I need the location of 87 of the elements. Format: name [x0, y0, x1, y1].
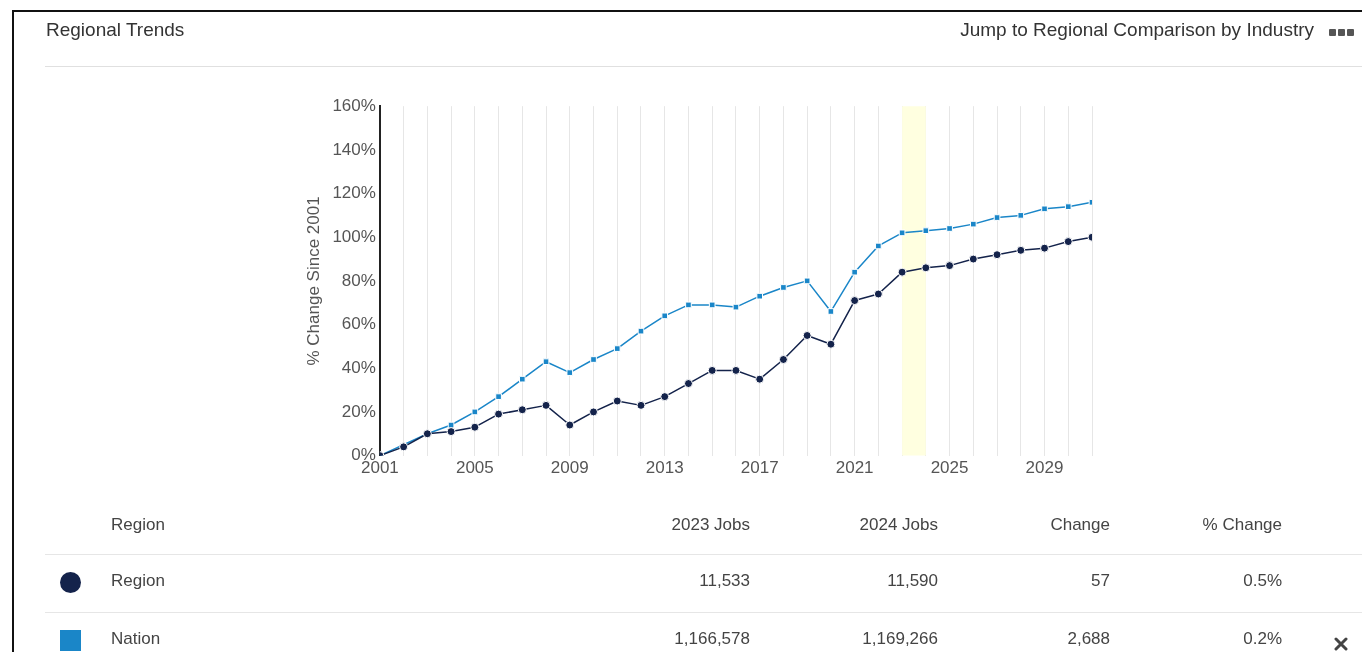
point: [518, 375, 526, 383]
point: [898, 229, 906, 237]
x-tick-label: 2005: [455, 458, 494, 478]
point: [495, 393, 502, 400]
point: [541, 400, 551, 410]
text: 11,533: [699, 571, 750, 591]
y-tick-label: 80%: [341, 270, 376, 290]
point: [707, 365, 717, 375]
point: [637, 327, 645, 335]
point: [780, 284, 787, 291]
point: [993, 214, 1001, 221]
point: [803, 277, 811, 285]
point: [755, 374, 765, 384]
x-tick-label: 2029: [1025, 458, 1064, 478]
point: [946, 225, 953, 232]
point: [494, 409, 504, 419]
text: 2,688: [1067, 629, 1110, 649]
x-tick-label: 2021: [835, 458, 874, 478]
point: [470, 422, 480, 432]
point: [731, 365, 741, 375]
point: [992, 250, 1002, 260]
y-tick-label: 60%: [341, 314, 376, 334]
point: [732, 303, 740, 311]
point: [756, 292, 764, 300]
text: 1,166,578: [674, 629, 750, 649]
point: [565, 420, 575, 430]
y-axis-title: % Change Since 2001: [303, 196, 323, 366]
text: 0.2%: [1243, 629, 1282, 649]
point: [660, 392, 670, 402]
y-tick-label: 140%: [332, 139, 376, 159]
point: [945, 261, 955, 271]
text: % Change: [1202, 515, 1282, 535]
text: 2023 Jobs: [671, 515, 750, 535]
point: [851, 268, 858, 276]
point: [542, 358, 550, 366]
text: 57: [1091, 571, 1110, 591]
point: [446, 427, 456, 437]
y-tick-label: 160%: [332, 95, 376, 115]
point: [399, 442, 409, 452]
text: Jump to Regional Comparison by Industry: [960, 19, 1314, 41]
x-tick-label: 2025: [930, 458, 969, 478]
point: [826, 339, 836, 349]
point: [873, 289, 883, 299]
text: 0.5%: [1243, 571, 1282, 591]
point: [897, 267, 907, 277]
text: Change: [1050, 515, 1110, 535]
point: [708, 301, 716, 309]
point: [1041, 205, 1048, 213]
point: [802, 330, 812, 340]
point: [921, 263, 931, 273]
point: [566, 369, 574, 376]
x-tick-label: 2017: [740, 458, 779, 478]
y-tick-label: 20%: [341, 401, 376, 421]
point: [1063, 237, 1073, 247]
point: [1040, 243, 1050, 253]
legend-title: Region: [111, 515, 165, 535]
point: [590, 356, 597, 363]
point: [612, 396, 622, 406]
point: [875, 242, 882, 250]
point: [1016, 245, 1026, 255]
text: 2024 Jobs: [859, 515, 938, 535]
x-tick-label: 2013: [645, 458, 684, 478]
point: [683, 379, 693, 389]
point: [1064, 203, 1072, 210]
point: [589, 407, 599, 417]
point: [827, 308, 835, 315]
text: 11,590: [887, 571, 938, 591]
point: [636, 400, 646, 410]
legend-label: Region: [111, 571, 165, 591]
point: [661, 312, 669, 320]
point: [922, 227, 930, 234]
legend-label: Nation: [111, 629, 161, 649]
y-tick-label: 120%: [332, 183, 376, 203]
text: Regional Trends: [46, 19, 185, 41]
y-tick-label: 100%: [332, 226, 376, 246]
point: [968, 254, 978, 264]
point: [685, 301, 692, 309]
point: [613, 345, 621, 352]
point: [850, 296, 860, 306]
y-tick-label: 40%: [341, 357, 376, 377]
point: [517, 405, 527, 415]
point: [969, 220, 977, 228]
x-tick-label: 2009: [550, 458, 589, 478]
point: [471, 408, 479, 416]
text: 1,169,266: [862, 629, 938, 649]
point: [778, 355, 788, 365]
point: [1017, 212, 1025, 219]
